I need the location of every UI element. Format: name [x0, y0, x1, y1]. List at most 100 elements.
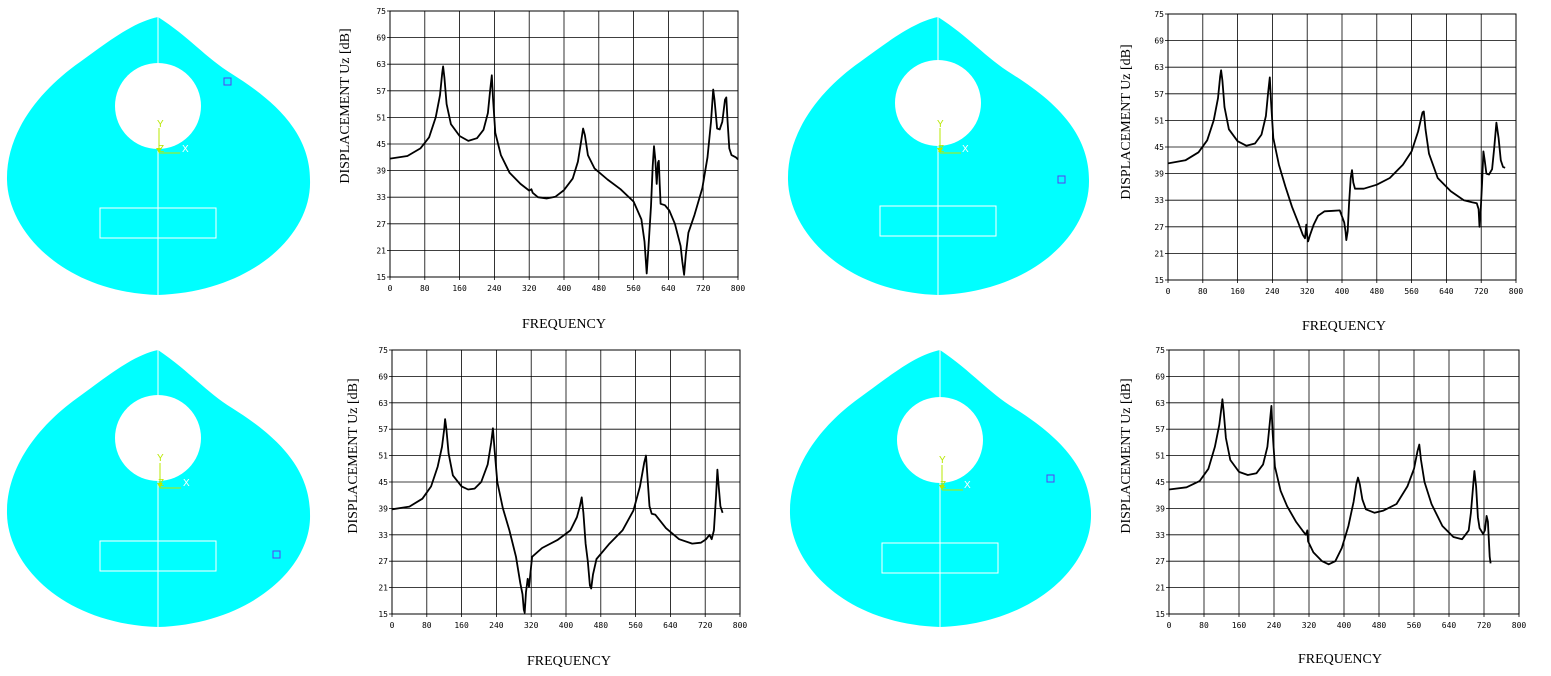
x-tick-label: 80 — [1199, 621, 1209, 630]
series-line — [1168, 69, 1506, 243]
x-tick-label: 640 — [1442, 621, 1457, 630]
x-tick-label: 720 — [1477, 621, 1492, 630]
y-tick-label: 45 — [378, 478, 388, 487]
x-tick-label: 480 — [1370, 287, 1385, 296]
y-tick-label: 63 — [376, 60, 386, 69]
x-tick-label: 640 — [661, 284, 676, 293]
x-tick-label: 320 — [524, 621, 539, 630]
y-tick-label: 39 — [378, 504, 388, 513]
x-axis-label: FREQUENCY — [527, 654, 611, 669]
panel-top-right: Y Z X 0 80 160 240 320 400 480 560 640 720 800 15 21… — [787, 10, 1524, 334]
x-tick-label: 0 — [388, 284, 393, 293]
y-tick-label: 75 — [378, 346, 388, 355]
y-tick-label: 33 — [1154, 196, 1164, 205]
geometry-view: Y Z X — [789, 350, 1092, 627]
x-tick-label: 800 — [733, 621, 748, 630]
x-tick-label: 560 — [626, 284, 641, 293]
y-axis-label: DISPLACEMENT Uz [dB] — [1119, 44, 1134, 199]
triad-x-label: X — [182, 144, 189, 155]
y-tick-label: 21 — [376, 246, 386, 255]
triad-z-label: Z — [940, 480, 946, 491]
y-tick-label: 33 — [1155, 531, 1165, 540]
series-line — [392, 418, 724, 614]
y-tick-label: 51 — [376, 113, 386, 122]
y-tick-label: 39 — [376, 167, 386, 176]
y-tick-label: 27 — [1154, 223, 1164, 232]
y-tick-label: 69 — [1154, 37, 1164, 46]
y-tick-label: 51 — [1154, 116, 1164, 125]
y-tick-label: 15 — [376, 273, 386, 282]
axis-triad: Y Z X — [937, 119, 969, 155]
y-tick-label: 69 — [1155, 372, 1165, 381]
bridge-outline — [879, 205, 997, 237]
x-tick-label: 480 — [594, 621, 609, 630]
y-tick-label: 75 — [1154, 10, 1164, 19]
triad-z-label: Z — [158, 144, 164, 155]
x-tick-label: 240 — [1267, 621, 1282, 630]
y-tick-label: 75 — [376, 7, 386, 16]
panel-bottom-right: Y Z X 0 80 160 240 320 400 480 560 640 720 800 15 21… — [789, 346, 1526, 667]
x-tick-label: 320 — [1300, 287, 1315, 296]
series-line — [390, 65, 738, 276]
geometry-view: Y Z X — [787, 17, 1090, 295]
y-tick-label: 27 — [1155, 557, 1165, 566]
y-tick-label: 63 — [378, 399, 388, 408]
frf-chart-bottom-right: 0 80 160 240 320 400 480 560 640 720 800 15 21 27 33 39… — [1119, 346, 1526, 667]
x-tick-label: 160 — [452, 284, 467, 293]
x-axis-label: FREQUENCY — [522, 317, 606, 332]
y-axis-label: DISPLACEMENT Uz [dB] — [338, 28, 353, 183]
axis-triad: Y Z X — [156, 119, 189, 155]
axis-triad: Y Z X — [157, 453, 190, 489]
x-tick-label: 160 — [454, 621, 469, 630]
y-tick-label: 21 — [1155, 584, 1165, 593]
x-tick-label: 560 — [1407, 621, 1422, 630]
x-tick-label: 720 — [696, 284, 711, 293]
geometry-view: Y Z X — [6, 17, 311, 295]
y-tick-label: 21 — [1154, 249, 1164, 258]
x-tick-label: 240 — [1265, 287, 1280, 296]
x-tick-label: 800 — [1512, 621, 1527, 630]
x-tick-label: 80 — [1198, 287, 1208, 296]
y-axis-label: DISPLACEMENT Uz [dB] — [346, 378, 361, 533]
x-tick-label: 240 — [487, 284, 502, 293]
y-tick-label: 27 — [376, 220, 386, 229]
x-axis-label: FREQUENCY — [1298, 652, 1382, 667]
x-tick-label: 320 — [1302, 621, 1317, 630]
x-tick-label: 0 — [1167, 621, 1172, 630]
x-tick-label: 720 — [698, 621, 713, 630]
y-tick-label: 63 — [1154, 63, 1164, 72]
frf-chart-bottom-left: 0 80 160 240 320 400 480 560 640 720 800 15 21 27 33 39… — [346, 346, 747, 669]
x-tick-label: 400 — [559, 621, 574, 630]
body-shape — [6, 17, 311, 295]
y-tick-label: 51 — [1155, 452, 1165, 461]
x-tick-label: 480 — [592, 284, 607, 293]
y-tick-label: 45 — [1154, 143, 1164, 152]
frf-chart-top-left: 0 80 160 240 320 400 480 560 640 720 800 15 21 27 33 39… — [338, 7, 745, 332]
triad-x-label: X — [964, 480, 971, 491]
x-tick-label: 800 — [731, 284, 746, 293]
x-tick-label: 160 — [1232, 621, 1247, 630]
y-tick-label: 33 — [378, 531, 388, 540]
x-tick-label: 320 — [522, 284, 537, 293]
y-tick-label: 51 — [378, 452, 388, 461]
y-tick-label: 15 — [1155, 610, 1165, 619]
x-tick-label: 560 — [1404, 287, 1419, 296]
y-tick-label: 45 — [1155, 478, 1165, 487]
y-tick-label: 39 — [1154, 170, 1164, 179]
y-tick-label: 63 — [1155, 399, 1165, 408]
y-tick-label: 21 — [378, 584, 388, 593]
series-line — [1169, 398, 1492, 566]
x-tick-label: 80 — [422, 621, 432, 630]
body-shape — [6, 350, 311, 627]
y-tick-label: 57 — [376, 87, 386, 96]
bridge-outline — [99, 207, 217, 239]
x-tick-label: 0 — [1166, 287, 1171, 296]
x-tick-label: 80 — [420, 284, 430, 293]
y-tick-label: 45 — [376, 140, 386, 149]
x-axis-label: FREQUENCY — [1302, 319, 1386, 334]
y-tick-label: 57 — [1155, 425, 1165, 434]
x-tick-label: 800 — [1509, 287, 1524, 296]
bridge-outline — [881, 542, 999, 574]
y-tick-label: 33 — [376, 193, 386, 202]
response-point-marker — [223, 77, 232, 86]
